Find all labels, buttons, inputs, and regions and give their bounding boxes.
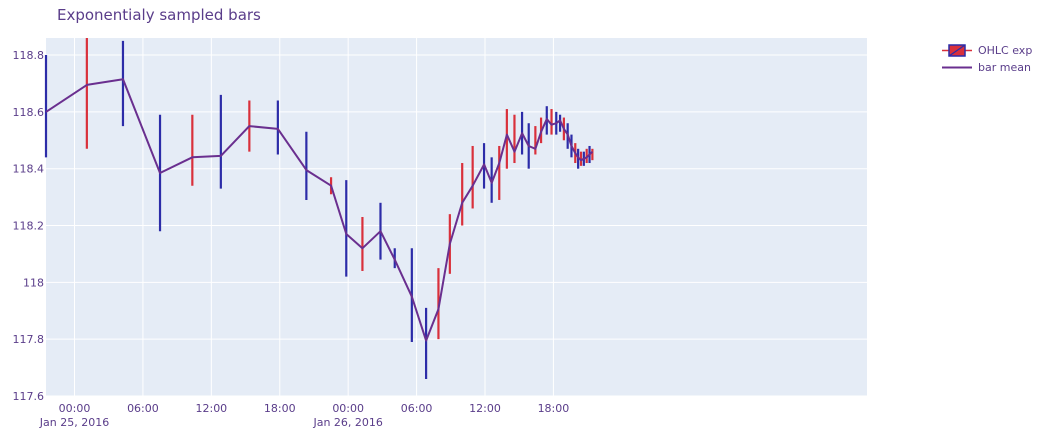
- legend-label-mean: bar mean: [978, 61, 1031, 74]
- x-tick-date-label: Jan 26, 2016: [312, 416, 382, 429]
- x-tick-date-label: Jan 25, 2016: [39, 416, 109, 429]
- line-legend-icon: [942, 66, 972, 69]
- y-tick-label: 117.6: [13, 390, 45, 403]
- x-tick-label: 00:00: [59, 402, 91, 415]
- mean-line-layer: [45, 78, 594, 342]
- y-axis: 117.6 117.8 118 118.2 118.4 118.6 118.8: [13, 49, 45, 403]
- y-tick-label: 118.8: [13, 49, 45, 62]
- legend-label-ohlc: OHLC exp: [978, 44, 1033, 57]
- legend: OHLC exp bar mean: [940, 42, 1032, 76]
- legend-item-ohlc[interactable]: OHLC exp: [940, 42, 1032, 59]
- x-tick-label: 18:00: [538, 402, 570, 415]
- x-tick-label: 18:00: [264, 402, 296, 415]
- y-tick-label: 118: [23, 276, 44, 289]
- legend-item-mean[interactable]: bar mean: [940, 59, 1032, 76]
- y-tick-label: 117.8: [13, 333, 45, 346]
- ohlc-legend-icon: [942, 44, 972, 57]
- plot-background[interactable]: [46, 38, 867, 396]
- y-tick-label: 118.6: [13, 106, 45, 119]
- x-tick-label: 06:00: [401, 402, 433, 415]
- y-tick-label: 118.4: [13, 163, 45, 176]
- x-tick-label: 12:00: [469, 402, 501, 415]
- chart-title: Exponentialy sampled bars: [57, 6, 261, 24]
- ohlc-bars: [44, 38, 594, 379]
- x-tick-label: 06:00: [127, 402, 159, 415]
- x-tick-label: 00:00: [332, 402, 364, 415]
- gridlines: [46, 38, 867, 397]
- bar-mean-line[interactable]: [45, 78, 594, 342]
- x-tick-label: 12:00: [195, 402, 227, 415]
- y-tick-label: 118.2: [13, 220, 45, 233]
